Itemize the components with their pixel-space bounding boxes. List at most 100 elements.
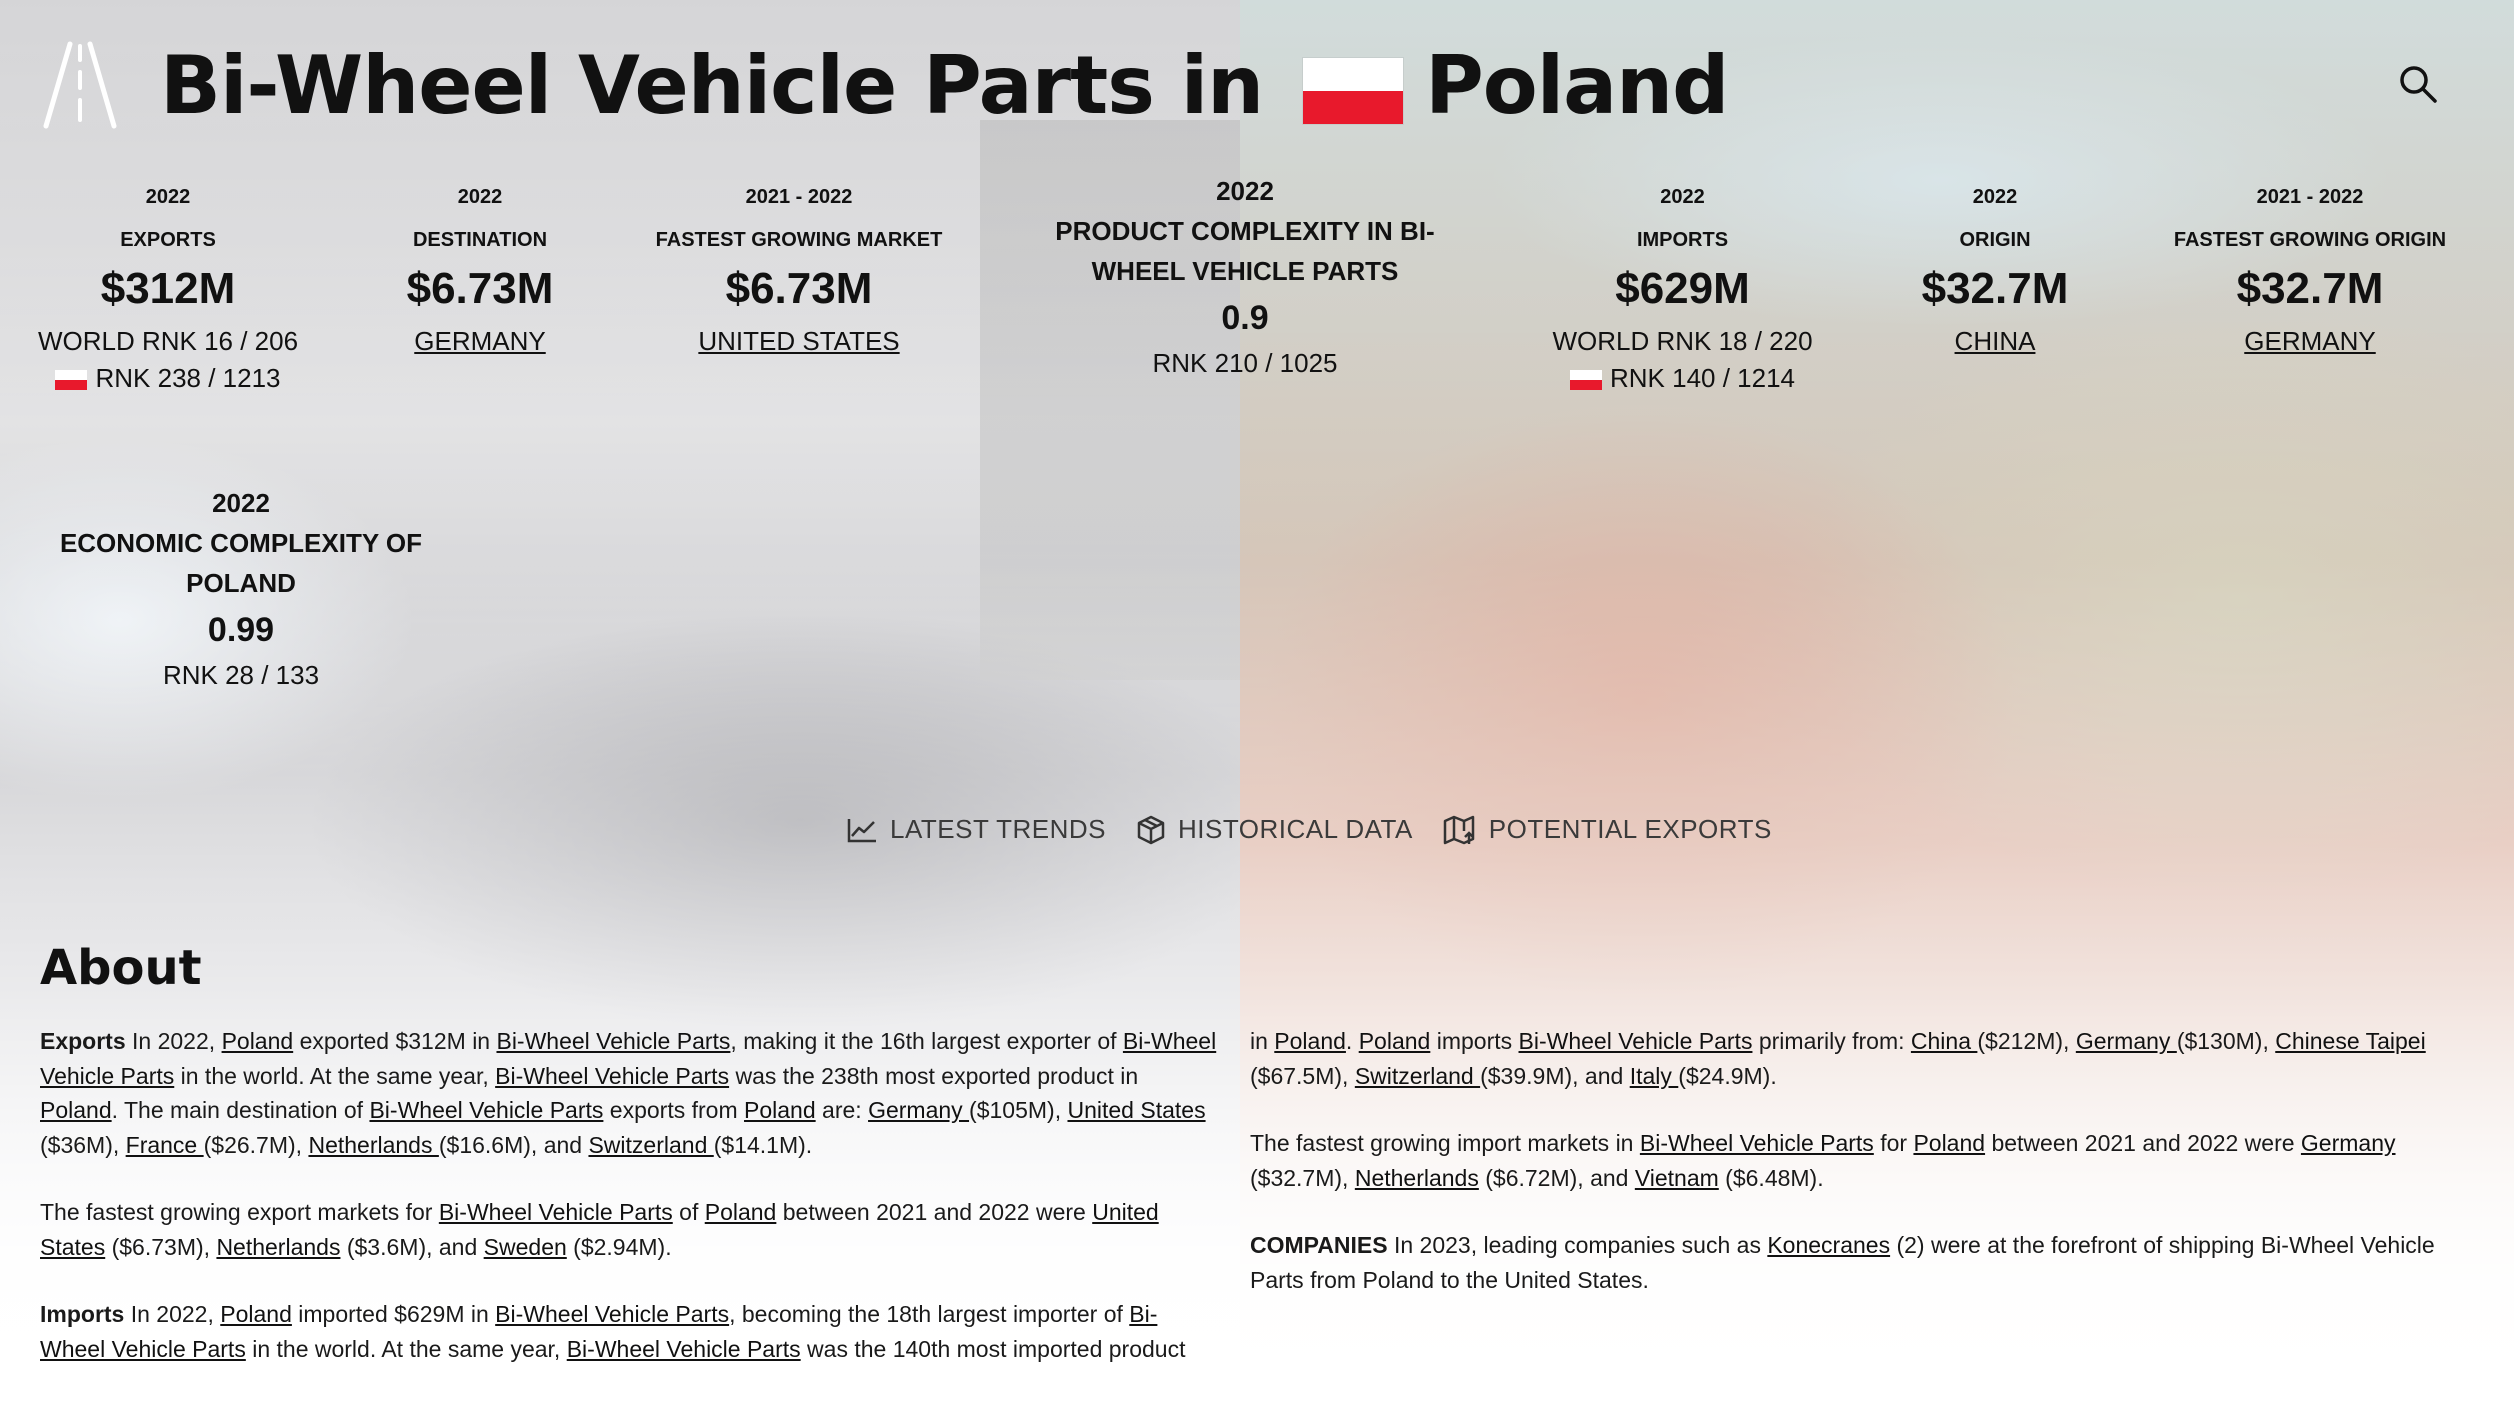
- product-link[interactable]: Bi-Wheel Vehicle Parts: [1518, 1028, 1753, 1054]
- product-link[interactable]: Bi-Wheel Vehicle Parts: [496, 1028, 731, 1054]
- stat-label: DESTINATION: [412, 229, 548, 251]
- product-link[interactable]: Bi-Wheel Vehicle Parts: [438, 1199, 673, 1225]
- product-link[interactable]: Bi-Wheel Vehicle Parts: [40, 1301, 1158, 1362]
- fastest-market-country-link[interactable]: UNITED STATES: [698, 326, 900, 356]
- product-link[interactable]: Bi-Wheel Vehicle Parts: [369, 1097, 604, 1123]
- stat-fastest-growing-market: 2021 - 2022 FASTEST GROWING MARKET $6.73…: [640, 186, 958, 357]
- stat-year: 2021 - 2022: [745, 186, 853, 208]
- stat-label: IMPORTS: [1636, 229, 1729, 251]
- fastest-origin-country-link[interactable]: GERMANY: [2244, 326, 2376, 356]
- tab-label: POTENTIAL EXPORTS: [1488, 814, 1772, 844]
- netherlands-link[interactable]: Netherlands: [216, 1233, 341, 1260]
- tab-potential-exports[interactable]: POTENTIAL EXPORTS: [1443, 814, 1772, 845]
- road-logo-icon[interactable]: [40, 40, 120, 130]
- poland-link[interactable]: Poland: [744, 1097, 816, 1123]
- stat-country-rank: RNK 238 / 1213: [28, 363, 308, 394]
- germany-link[interactable]: Germany: [2075, 1028, 2177, 1054]
- origin-country-link[interactable]: CHINA: [1954, 326, 2036, 356]
- stat-country-rank: RNK 140 / 1214: [1540, 363, 1825, 394]
- product-link[interactable]: Bi-Wheel Vehicle Parts: [495, 1301, 730, 1327]
- stat-label: FASTEST GROWING MARKET: [655, 229, 943, 251]
- switzerland-link[interactable]: Switzerland: [1354, 1062, 1481, 1089]
- stat-year: 2021 - 2022: [2256, 186, 2364, 208]
- poland-link[interactable]: Poland: [221, 1028, 294, 1054]
- stat-year: 2022: [212, 488, 270, 518]
- poland-flag-icon: [55, 370, 88, 391]
- stat-origin: 2022 ORIGIN $32.7M CHINA: [1880, 186, 2110, 357]
- imports-paragraph: Imports In 2022, Poland imported $629M i…: [40, 1301, 1186, 1362]
- germany-link[interactable]: Germany: [868, 1097, 970, 1123]
- vietnam-link[interactable]: Vietnam: [1634, 1164, 1719, 1191]
- chinese-taipei-link[interactable]: Chinese Taipei: [2275, 1028, 2426, 1054]
- product-link[interactable]: Bi-Wheel Vehicle Parts: [566, 1335, 801, 1362]
- stat-value: $32.7M: [1921, 264, 2069, 313]
- china-link[interactable]: China: [1910, 1028, 1978, 1054]
- tab-label: HISTORICAL DATA: [1178, 814, 1413, 844]
- stat-economic-complexity: 2022 ECONOMIC COMPLEXITY OF POLAND 0.99 R…: [40, 488, 442, 691]
- title-prefix: Bi-Wheel Vehicle Parts in: [160, 38, 1264, 132]
- poland-link[interactable]: Poland: [1274, 1028, 1346, 1054]
- product-link[interactable]: Bi-Wheel Vehicle Parts: [40, 1028, 1217, 1089]
- poland-link[interactable]: Poland: [1358, 1028, 1431, 1054]
- stat-value: $32.7M: [2236, 264, 2384, 313]
- stat-value: $6.73M: [725, 264, 873, 313]
- stat-rank: RNK 28 / 133: [162, 660, 320, 690]
- stat-label: FASTEST GROWING ORIGIN: [2173, 229, 2447, 251]
- stat-value: $6.73M: [406, 264, 554, 313]
- stat-label: ORIGIN: [1959, 229, 2031, 251]
- poland-link[interactable]: Poland: [704, 1199, 777, 1225]
- united-states-link[interactable]: United States: [40, 1199, 1159, 1260]
- poland-flag-icon: [1569, 370, 1602, 391]
- stat-world-rank: WORLD RNK 18 / 220: [1552, 326, 1813, 356]
- stat-product-complexity: 2022 PRODUCT COMPLEXITY IN BI- WHEEL VEHI…: [1040, 176, 1450, 379]
- stat-value: 0.99: [207, 611, 275, 649]
- sweden-link[interactable]: Sweden: [483, 1233, 567, 1260]
- exports-paragraph: Exports In 2022, Poland exported $312M i…: [40, 1028, 1217, 1158]
- stat-world-rank: WORLD RNK 16 / 206: [37, 326, 299, 356]
- stat-value: $629M: [1615, 264, 1750, 313]
- about-heading: About: [40, 940, 202, 996]
- poland-link[interactable]: Poland: [1913, 1130, 1986, 1156]
- stat-value: 0.9: [1221, 299, 1269, 337]
- page-title: Bi-Wheel Vehicle Parts in Poland: [160, 38, 1729, 132]
- stat-rank: RNK 210 / 1025: [1152, 348, 1338, 378]
- united-states-link[interactable]: United States: [1067, 1097, 1206, 1123]
- stat-exports: 2022 EXPORTS $312M WORLD RNK 16 / 206 RN…: [28, 186, 308, 394]
- switzerland-link[interactable]: Switzerland: [588, 1131, 714, 1158]
- page-header: Bi-Wheel Vehicle Parts in Poland: [40, 30, 1729, 140]
- poland-flag-icon: [1303, 57, 1404, 124]
- tab-latest-trends[interactable]: LATEST TRENDS: [846, 814, 1106, 845]
- stat-destination: 2022 DESTINATION $6.73M GERMANY: [360, 186, 600, 357]
- netherlands-link[interactable]: Netherlands: [1354, 1164, 1479, 1191]
- stat-label: PRODUCT COMPLEXITY IN BI- WHEEL VEHICLE P…: [1055, 216, 1435, 286]
- import-growth-paragraph: The fastest growing import markets in Bi…: [1250, 1130, 2396, 1191]
- product-link[interactable]: Bi-Wheel Vehicle Parts: [495, 1062, 730, 1089]
- search-icon[interactable]: [2398, 64, 2438, 104]
- stat-label: ECONOMIC COMPLEXITY OF POLAND: [59, 528, 423, 598]
- tab-label: LATEST TRENDS: [890, 814, 1106, 844]
- product-link[interactable]: Bi-Wheel Vehicle Parts: [1639, 1130, 1874, 1156]
- italy-link[interactable]: Italy: [1629, 1062, 1679, 1089]
- stat-value: $312M: [100, 264, 236, 313]
- export-growth-paragraph: The fastest growing export markets for B…: [40, 1199, 1159, 1260]
- poland-link[interactable]: Poland: [220, 1301, 292, 1327]
- stat-label: EXPORTS: [120, 229, 216, 251]
- trend-chart-icon: [847, 818, 876, 842]
- germany-link[interactable]: Germany: [2300, 1130, 2396, 1156]
- stat-year: 2022: [145, 186, 191, 208]
- france-link[interactable]: France: [125, 1131, 204, 1158]
- cube-icon: [1137, 815, 1165, 844]
- poland-link[interactable]: Poland: [40, 1097, 112, 1123]
- map-icon: [1443, 815, 1475, 844]
- stat-year: 2022: [1660, 186, 1705, 208]
- title-country: Poland: [1425, 38, 1729, 132]
- companies-paragraph: COMPANIES In 2023, leading companies suc…: [1250, 1232, 2435, 1293]
- destination-country-link[interactable]: GERMANY: [414, 326, 546, 356]
- tab-historical-data[interactable]: HISTORICAL DATA: [1136, 814, 1413, 845]
- netherlands-link[interactable]: Netherlands: [308, 1131, 439, 1158]
- about-column-right: in Poland. Poland imports Bi-Wheel Vehic…: [1250, 1024, 2480, 1330]
- stat-year: 2022: [457, 186, 503, 208]
- konecranes-link[interactable]: Konecranes: [1767, 1232, 1891, 1258]
- stat-fastest-growing-origin: 2021 - 2022 FASTEST GROWING ORIGIN $32.7…: [2170, 186, 2450, 357]
